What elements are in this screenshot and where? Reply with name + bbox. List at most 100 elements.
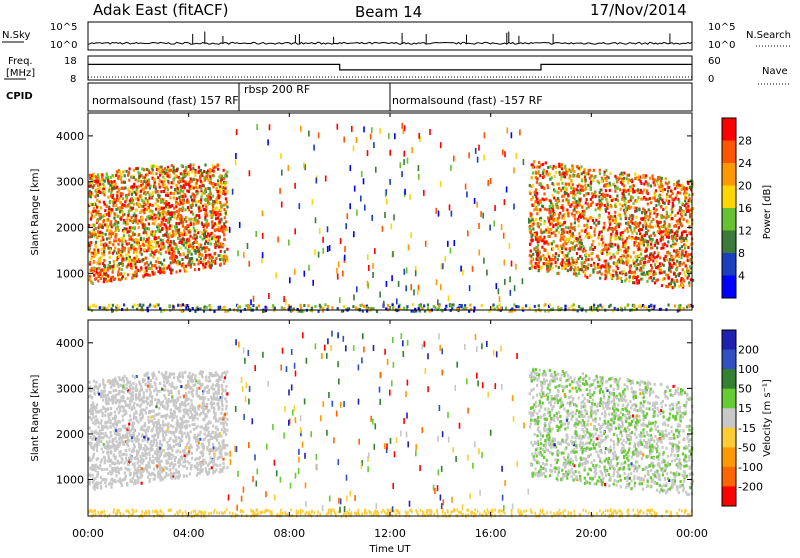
power-cell xyxy=(685,251,687,254)
power-cell xyxy=(659,256,661,259)
power-cell xyxy=(104,307,106,310)
power-cell xyxy=(255,231,257,237)
power-cell xyxy=(562,232,564,235)
power-cell xyxy=(209,175,211,178)
power-cell xyxy=(552,209,554,212)
power-cell xyxy=(568,199,570,202)
power-cell xyxy=(569,230,571,233)
power-cell xyxy=(196,192,198,195)
power-cell xyxy=(96,236,98,239)
power-cell xyxy=(223,238,225,241)
power-cell xyxy=(122,170,124,173)
power-cell xyxy=(675,225,677,228)
power-cell xyxy=(564,172,566,175)
power-cell xyxy=(609,265,611,268)
power-cell xyxy=(173,169,175,172)
power-cell xyxy=(631,217,633,220)
power-cell xyxy=(203,176,205,179)
power-cell xyxy=(113,180,115,183)
power-cell xyxy=(322,237,324,243)
power-cell xyxy=(547,166,549,169)
power-cell xyxy=(636,260,638,263)
power-cell xyxy=(225,212,227,215)
power-cell xyxy=(525,304,527,307)
power-cell xyxy=(679,272,681,275)
power-cell xyxy=(479,250,481,256)
freq-panel: Freq. [MHz] 18 8 60 0 Nave xyxy=(4,56,790,85)
power-cell xyxy=(117,215,119,218)
power-cell xyxy=(170,169,172,172)
power-cell xyxy=(187,249,189,252)
power-cell xyxy=(547,216,549,219)
power-cell xyxy=(148,228,150,231)
power-cell xyxy=(671,217,673,220)
power-cell xyxy=(185,220,187,223)
power-cell xyxy=(633,281,635,284)
power-cell xyxy=(197,249,199,252)
power-cell xyxy=(175,202,177,205)
power-cell xyxy=(223,226,225,229)
power-cell xyxy=(542,163,544,166)
power-cell xyxy=(676,231,678,234)
power-cell xyxy=(578,215,580,218)
power-cell xyxy=(216,187,218,190)
velocity-cell xyxy=(209,452,211,455)
power-cell xyxy=(574,193,576,196)
power-cell xyxy=(119,273,121,276)
power-cell xyxy=(619,188,621,191)
power-cell xyxy=(95,245,97,248)
power-cell xyxy=(571,246,573,249)
power-cell xyxy=(635,237,637,240)
power-cell xyxy=(123,222,125,225)
power-cell xyxy=(110,230,112,233)
power-cell xyxy=(104,203,106,206)
power-cell xyxy=(181,258,183,261)
power-cell xyxy=(642,265,644,268)
power-cell xyxy=(145,193,147,196)
power-cell xyxy=(533,203,535,206)
power-cell xyxy=(579,192,581,195)
power-cell xyxy=(220,181,222,184)
power-cell xyxy=(138,233,140,236)
power-cell xyxy=(635,226,637,229)
power-cell xyxy=(181,164,183,167)
power-cell xyxy=(404,189,406,195)
power-cell xyxy=(104,265,106,268)
power-cell xyxy=(605,189,607,192)
power-cell xyxy=(146,244,148,247)
power-cell xyxy=(220,218,222,221)
power-cell xyxy=(162,218,164,221)
power-cell xyxy=(644,212,646,215)
power-cell xyxy=(476,202,478,208)
velocity-cell xyxy=(141,482,143,485)
power-cell xyxy=(586,226,588,229)
power-cell xyxy=(168,304,170,307)
power-cell xyxy=(221,204,223,207)
power-cell xyxy=(467,230,469,236)
power-cell xyxy=(561,251,563,254)
power-cell xyxy=(561,206,563,209)
power-cell xyxy=(166,240,168,243)
power-cell xyxy=(288,240,290,246)
power-cell xyxy=(219,188,221,191)
power-cell xyxy=(567,214,569,217)
power-cell xyxy=(551,242,553,245)
power-cell xyxy=(318,132,320,138)
power-cell xyxy=(182,198,184,201)
power-cell xyxy=(107,275,109,278)
power-cell xyxy=(683,262,685,265)
power-cell xyxy=(205,175,207,178)
power-cell xyxy=(608,212,610,215)
power-cell xyxy=(665,273,667,276)
power-cell xyxy=(92,186,94,189)
power-cell xyxy=(627,303,629,306)
power-cell xyxy=(597,263,599,266)
power-cell xyxy=(568,261,570,264)
power-cell xyxy=(185,226,187,229)
power-cell xyxy=(615,198,617,201)
power-cell xyxy=(157,223,159,226)
power-cell xyxy=(214,246,216,249)
power-cell xyxy=(89,306,91,309)
power-cell xyxy=(560,237,562,240)
power-cell xyxy=(616,277,618,280)
